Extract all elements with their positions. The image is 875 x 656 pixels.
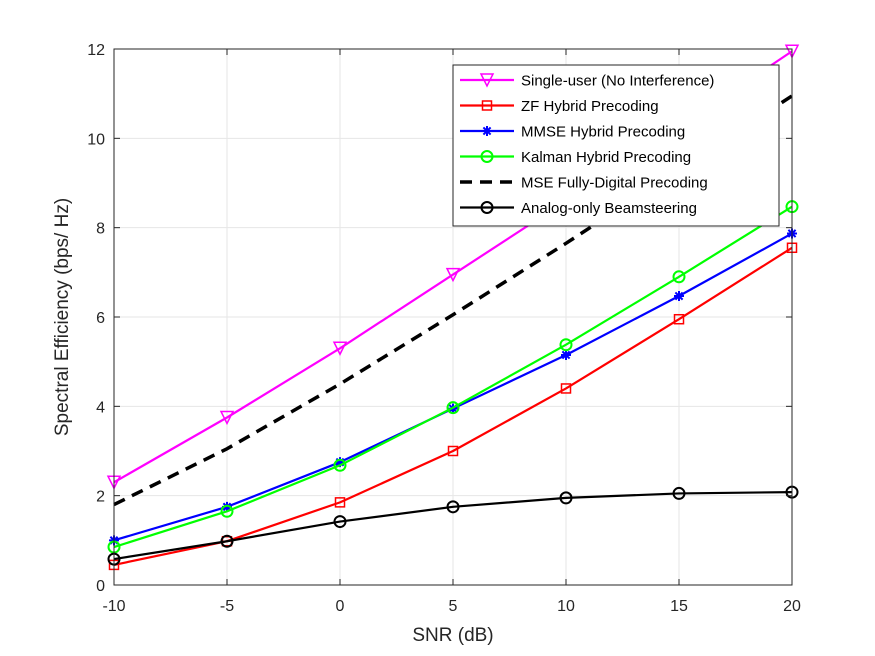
series-analog-only-beamsteering: [107, 485, 799, 566]
data-point: [673, 313, 685, 325]
data-point: [561, 349, 571, 360]
series-mse-fully-digital-precoding: [113, 94, 793, 507]
data-point: [672, 486, 686, 500]
data-point: [559, 491, 573, 505]
legend-entry: Kalman Hybrid Precoding: [460, 149, 691, 166]
legend-marker: [482, 126, 492, 136]
data-point: [674, 291, 684, 302]
legend-label: MSE Fully-Digital Precoding: [521, 175, 708, 192]
legend-label: ZF Hybrid Precoding: [521, 98, 659, 115]
data-point: [220, 504, 234, 518]
data-point: [784, 44, 800, 59]
y-tick-label: 4: [96, 399, 105, 416]
y-tick-label: 6: [96, 310, 105, 327]
x-axis-label: SNR (dB): [412, 625, 493, 646]
data-point: [446, 500, 460, 514]
legend: Single-user (No Interference) ZF Hybrid P…: [452, 64, 780, 227]
legend-entry: Analog-only Beamsteering: [460, 200, 697, 217]
y-tick-label: 0: [96, 578, 105, 595]
data-point: [559, 338, 573, 352]
legend-marker: [480, 201, 494, 214]
legend-label: Kalman Hybrid Precoding: [521, 149, 691, 166]
legend-box: [452, 64, 780, 227]
data-point: [333, 458, 347, 472]
y-axis-label: Spectral Efficiency (bps/ Hz): [52, 198, 73, 436]
legend-marker: [479, 73, 495, 88]
y-tick-label: 8: [96, 221, 105, 238]
data-point: [334, 497, 346, 508]
data-point: [219, 410, 235, 426]
legend-entry: ZF Hybrid Precoding: [460, 98, 659, 115]
x-tick-label: -10: [102, 598, 125, 615]
x-tick-label: 0: [336, 598, 345, 615]
data-point: [220, 534, 234, 548]
legend-marker: [480, 150, 494, 163]
legend-label: MMSE Hybrid Precoding: [521, 124, 685, 141]
x-tick-label: 20: [783, 598, 801, 615]
legend-entry: MMSE Hybrid Precoding: [460, 124, 685, 141]
y-tick-label: 12: [87, 42, 105, 59]
series-line: [113, 94, 793, 507]
y-tick-label: 2: [96, 489, 105, 506]
data-point: [222, 501, 232, 512]
series-group: [106, 44, 800, 571]
legend-label: Analog-only Beamsteering: [521, 200, 697, 217]
x-tick-label: 10: [557, 598, 575, 615]
legend-entry: Single-user (No Interference): [460, 73, 714, 90]
legend-entry: MSE Fully-Digital Precoding: [460, 175, 708, 192]
data-point: [333, 515, 347, 529]
legend-label: Single-user (No Interference): [521, 73, 714, 90]
legend-marker: [481, 100, 493, 111]
series-line: [113, 490, 793, 561]
data-point: [335, 457, 345, 468]
x-tick-label: 15: [670, 598, 688, 615]
data-point: [672, 270, 686, 284]
data-point: [560, 383, 572, 394]
data-point: [332, 341, 348, 356]
x-tick-label: -5: [220, 598, 234, 615]
data-point: [447, 445, 459, 457]
y-tick-label: 10: [87, 131, 105, 148]
data-point: [446, 401, 460, 415]
axes-ticks: -10 -5 0 5 10 15 20 0 2 4 6 8 10 12: [87, 42, 801, 615]
series-line: [113, 205, 793, 549]
data-point: [445, 267, 461, 283]
x-tick-label: 5: [449, 598, 458, 615]
